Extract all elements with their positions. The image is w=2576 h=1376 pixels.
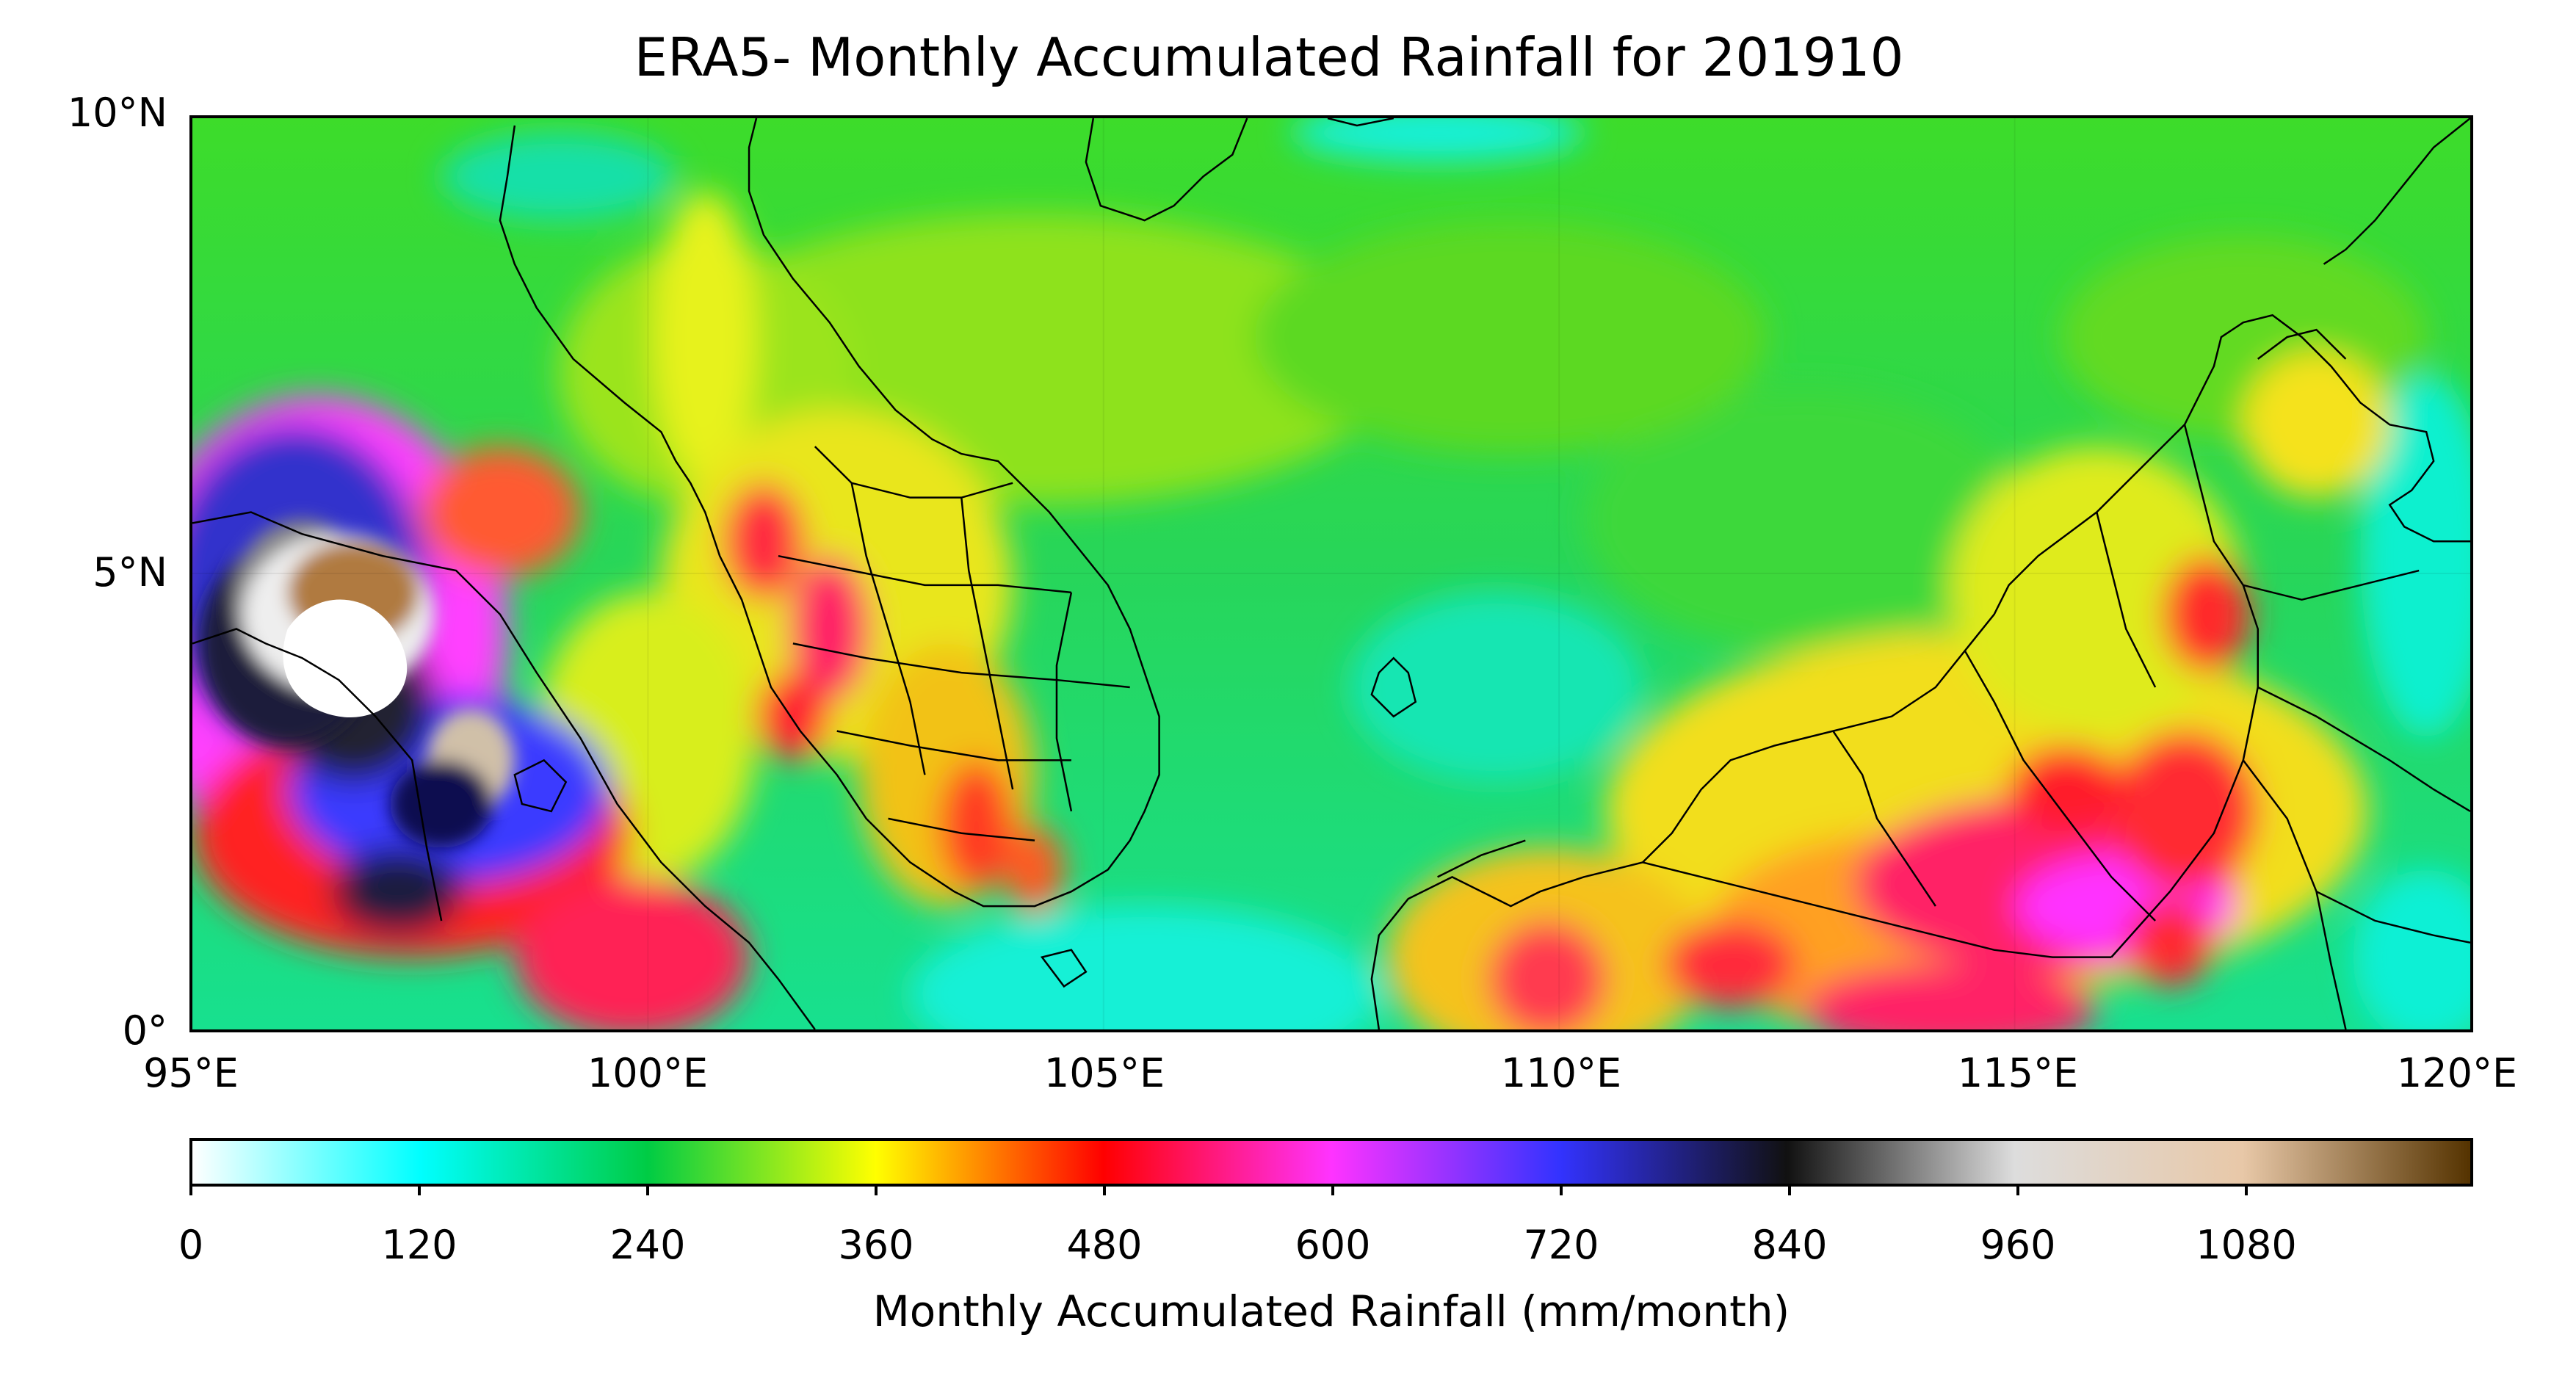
colorbar-label: Monthly Accumulated Rainfall (mm/month)	[872, 1286, 1790, 1336]
lon-tick-label: 115°E	[1957, 1050, 2079, 1096]
lat-tick-label: 0°	[122, 1007, 167, 1054]
colorbar-tick	[875, 1184, 878, 1195]
colorbar-tick	[1560, 1184, 1563, 1195]
colorbar-tick-label: 720	[1523, 1222, 1599, 1268]
colorbar-tick	[2016, 1184, 2019, 1195]
chart-title: ERA5- Monthly Accumulated Rainfall for 2…	[634, 26, 1904, 88]
colorbar-tick-label: 960	[1980, 1222, 2056, 1268]
rainfall-field	[192, 118, 2470, 1029]
colorbar-tick	[646, 1184, 649, 1195]
colorbar-tick-label: 0	[178, 1222, 204, 1268]
colorbar-tick-label: 840	[1751, 1222, 1828, 1268]
colorbar-tick-label: 480	[1066, 1222, 1143, 1268]
colorbar-tick-label: 360	[838, 1222, 914, 1268]
lon-tick-label: 110°E	[1500, 1050, 1622, 1096]
colorbar-tick-label: 1080	[2196, 1222, 2297, 1268]
colorbar-tick	[2245, 1184, 2248, 1195]
coastlines	[192, 118, 2470, 1029]
lon-tick-label: 95°E	[143, 1050, 239, 1096]
rainfall-map	[189, 115, 2473, 1032]
lat-tick-label: 10°N	[67, 90, 167, 136]
colorbar-tick	[189, 1184, 192, 1195]
colorbar-tick-label: 120	[381, 1222, 457, 1268]
map-gridlines	[192, 118, 2470, 1029]
colorbar-tick	[418, 1184, 421, 1195]
colorbar-tick	[1788, 1184, 1791, 1195]
lon-tick-label: 105°E	[1043, 1050, 1165, 1096]
colorbar-tick	[1103, 1184, 1106, 1195]
colorbar	[189, 1138, 2473, 1187]
rainfall-peak-area	[283, 599, 408, 718]
lon-tick-label: 120°E	[2396, 1050, 2518, 1096]
lon-tick-label: 100°E	[587, 1050, 709, 1096]
colorbar-tick-label: 240	[609, 1222, 686, 1268]
colorbar-tick-label: 600	[1295, 1222, 1371, 1268]
lat-tick-label: 5°N	[93, 549, 167, 595]
colorbar-tick	[1331, 1184, 1334, 1195]
